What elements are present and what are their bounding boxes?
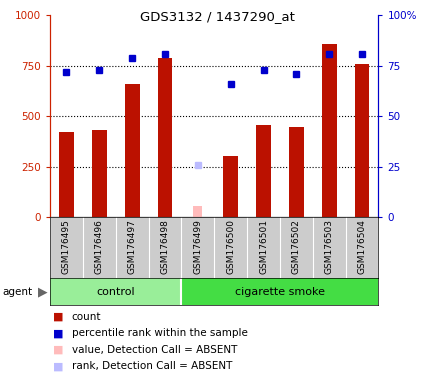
- Text: GSM176502: GSM176502: [291, 219, 300, 274]
- Bar: [50, 278, 181, 305]
- Text: ■: ■: [53, 345, 64, 355]
- Text: ■: ■: [53, 328, 64, 338]
- Text: value, Detection Call = ABSENT: value, Detection Call = ABSENT: [72, 345, 237, 355]
- Bar: [223, 157, 237, 217]
- Text: GSM176497: GSM176497: [127, 219, 136, 274]
- Bar: [157, 58, 172, 217]
- Text: GSM176498: GSM176498: [160, 219, 169, 274]
- Text: GSM176496: GSM176496: [95, 219, 104, 274]
- Bar: [321, 44, 336, 217]
- Bar: [92, 130, 106, 217]
- Bar: [193, 206, 202, 217]
- Text: GSM176495: GSM176495: [62, 219, 71, 274]
- Bar: [288, 127, 303, 217]
- Bar: [354, 64, 368, 217]
- Text: ▶: ▶: [38, 285, 47, 298]
- Text: percentile rank within the sample: percentile rank within the sample: [72, 328, 247, 338]
- Text: GSM176499: GSM176499: [193, 219, 202, 274]
- Text: agent: agent: [2, 287, 32, 297]
- Text: GSM176501: GSM176501: [258, 219, 267, 274]
- Text: rank, Detection Call = ABSENT: rank, Detection Call = ABSENT: [72, 361, 232, 371]
- Bar: [256, 125, 270, 217]
- Text: ■: ■: [53, 361, 64, 371]
- Text: GDS3132 / 1437290_at: GDS3132 / 1437290_at: [140, 10, 294, 23]
- Text: GSM176504: GSM176504: [357, 219, 366, 274]
- Text: cigarette smoke: cigarette smoke: [234, 287, 324, 297]
- Text: GSM176500: GSM176500: [226, 219, 235, 274]
- Text: ■: ■: [53, 312, 64, 322]
- Text: GSM176503: GSM176503: [324, 219, 333, 274]
- Text: count: count: [72, 312, 101, 322]
- Bar: [125, 84, 139, 217]
- Bar: [59, 132, 74, 217]
- Bar: [181, 278, 378, 305]
- Text: control: control: [96, 287, 135, 297]
